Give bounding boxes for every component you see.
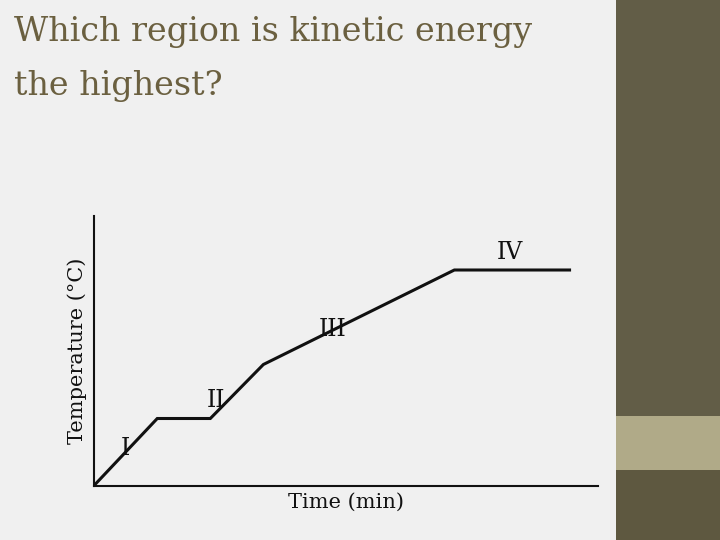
Text: I: I bbox=[121, 437, 130, 460]
Text: II: II bbox=[207, 389, 225, 413]
Text: III: III bbox=[318, 318, 346, 341]
X-axis label: Time (min): Time (min) bbox=[287, 493, 404, 512]
Text: the highest?: the highest? bbox=[14, 70, 223, 102]
Y-axis label: Temperature (°C): Temperature (°C) bbox=[67, 258, 86, 444]
Text: IV: IV bbox=[497, 241, 523, 264]
Text: Which region is kinetic energy: Which region is kinetic energy bbox=[14, 16, 533, 48]
